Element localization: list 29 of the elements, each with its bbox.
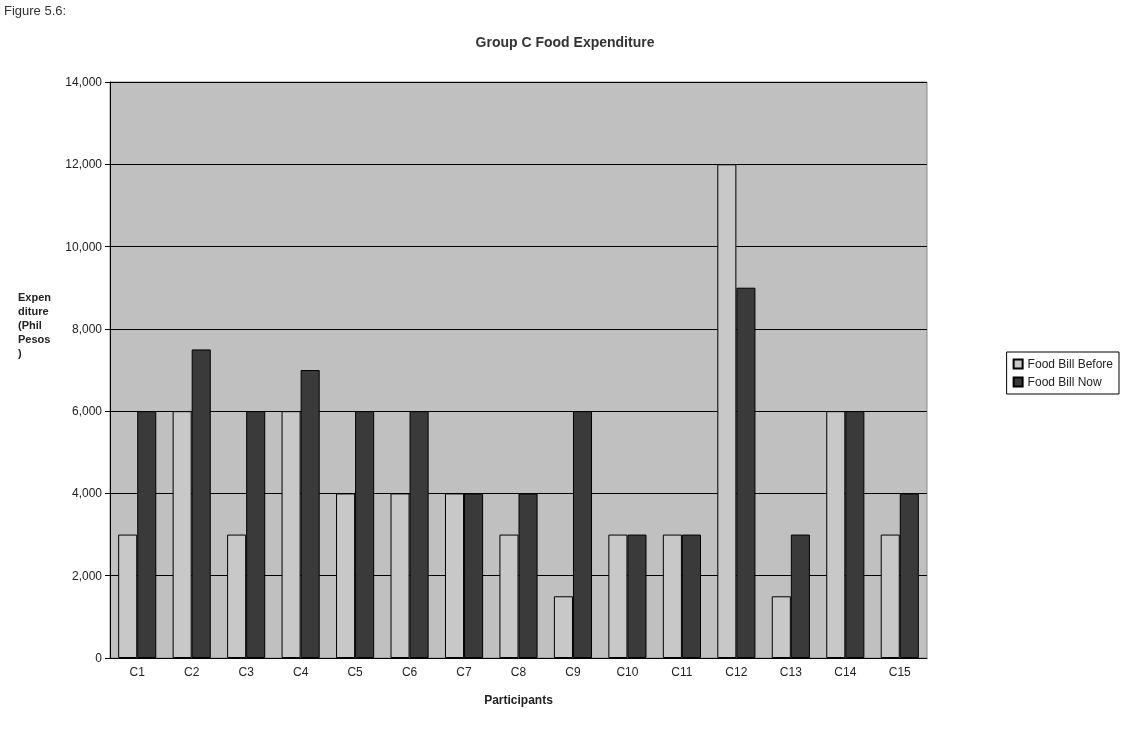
x-tick-label: C5 (347, 665, 364, 679)
caption: Figure 5.6: (4, 3, 67, 18)
x-axis-title: Participants (484, 693, 554, 707)
x-tick-label: C13 (779, 665, 803, 679)
chart-title: Group C Food Expenditure (475, 34, 655, 50)
y-tick-label: 8,000 (71, 321, 103, 336)
y-tick-label: 6,000 (71, 404, 103, 419)
x-tick-label: C12 (725, 665, 748, 679)
x-tick-label: C6 (401, 665, 418, 679)
y-tick-label: 4,000 (71, 486, 103, 501)
y-tick-label: 2,000 (71, 568, 103, 583)
x-tick-label: C2 (184, 665, 200, 679)
x-tick-label: C3 (238, 665, 255, 679)
x-tick-label: C11 (671, 665, 693, 679)
x-tick-label: C4 (292, 665, 309, 679)
x-tick-label: C8 (510, 665, 527, 679)
legend-label: Food Bill Now (1027, 375, 1102, 389)
x-tick-label: C15 (888, 665, 912, 679)
y-tick-label: 10,000 (65, 239, 103, 254)
x-tick-label: C14 (834, 665, 857, 679)
y-tick-label: 12,000 (65, 157, 103, 172)
x-tick-label: C1 (129, 665, 146, 679)
x-tick-label: C7 (456, 665, 473, 679)
x-tick-label: C10 (616, 665, 639, 679)
y-tick-label: 14,000 (65, 75, 103, 89)
x-tick-label: C9 (565, 665, 581, 679)
y-axis-title: Expenditure (Phil Pesos) (18, 291, 52, 359)
legend-label: Food Bill Before (1027, 357, 1114, 371)
y-tick-label: 0 (95, 651, 103, 665)
